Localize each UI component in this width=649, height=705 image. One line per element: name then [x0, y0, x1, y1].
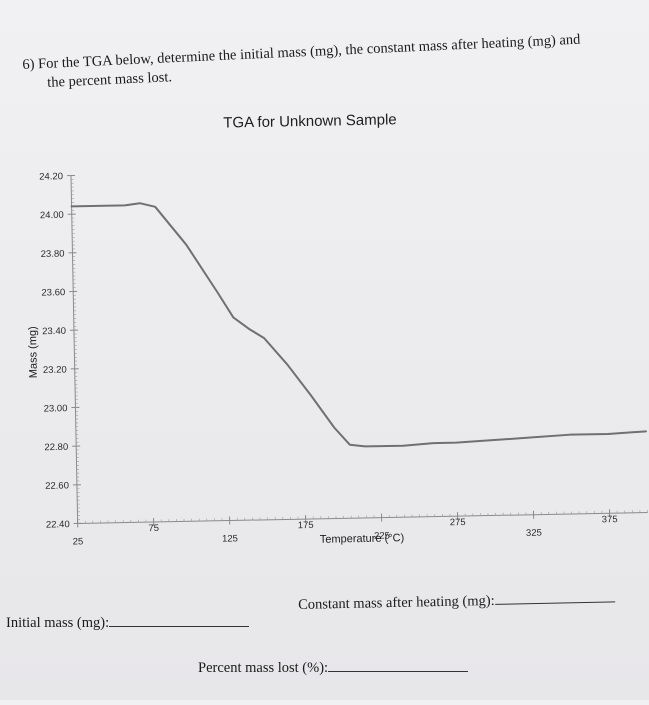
x-tick-label: 175 — [298, 520, 314, 531]
y-tick-label: 24.20 — [39, 171, 63, 182]
x-tick-label: 75 — [148, 523, 159, 534]
y-tick-label: 22.80 — [44, 442, 68, 453]
y-tick-label: 23.00 — [44, 403, 68, 414]
chart-title: TGA for Unknown Sample — [223, 111, 397, 131]
initial-mass-label: Initial mass (mg): — [6, 615, 109, 631]
y-tick-label: 23.40 — [42, 326, 66, 337]
mass-curve-line — [72, 194, 647, 452]
y-tick-labels: 24.20 24.00 23.80 23.60 23.40 23.20 23.00 22.80… — [39, 171, 82, 531]
initial-mass-blank[interactable] — [109, 625, 249, 627]
constant-mass-label: Constant mass after heating (mg): — [298, 593, 495, 613]
x-tick-label: 325 — [526, 528, 542, 539]
x-tick-label: 225 — [374, 530, 390, 541]
y-tick-label: 23.60 — [41, 287, 65, 298]
x-tick-label: 275 — [450, 517, 466, 528]
x-tick-label: 25 — [73, 536, 84, 547]
constant-mass-blank[interactable] — [495, 600, 615, 605]
y-tick-label: 24.00 — [40, 210, 64, 221]
y-tick-label: 23.20 — [43, 364, 67, 375]
series-group — [72, 194, 647, 452]
y-tick-label: 22.40 — [46, 519, 70, 530]
y-tick-label: 23.80 — [41, 248, 65, 259]
x-axis-label: Temperature (°C) — [320, 532, 405, 546]
initial-mass-answer: Initial mass (mg): — [6, 615, 249, 632]
x-tick-label: 375 — [602, 514, 618, 525]
x-axis-line — [78, 513, 648, 524]
percent-lost-blank[interactable] — [328, 670, 468, 672]
x-tick-label: 125 — [222, 533, 238, 544]
y-axis-label: Mass (mg) — [27, 326, 40, 378]
y-tick-label: 22.60 — [45, 480, 69, 491]
percent-lost-label: Percent mass lost (%): — [198, 660, 328, 676]
percent-lost-answer: Percent mass lost (%): — [198, 660, 468, 677]
